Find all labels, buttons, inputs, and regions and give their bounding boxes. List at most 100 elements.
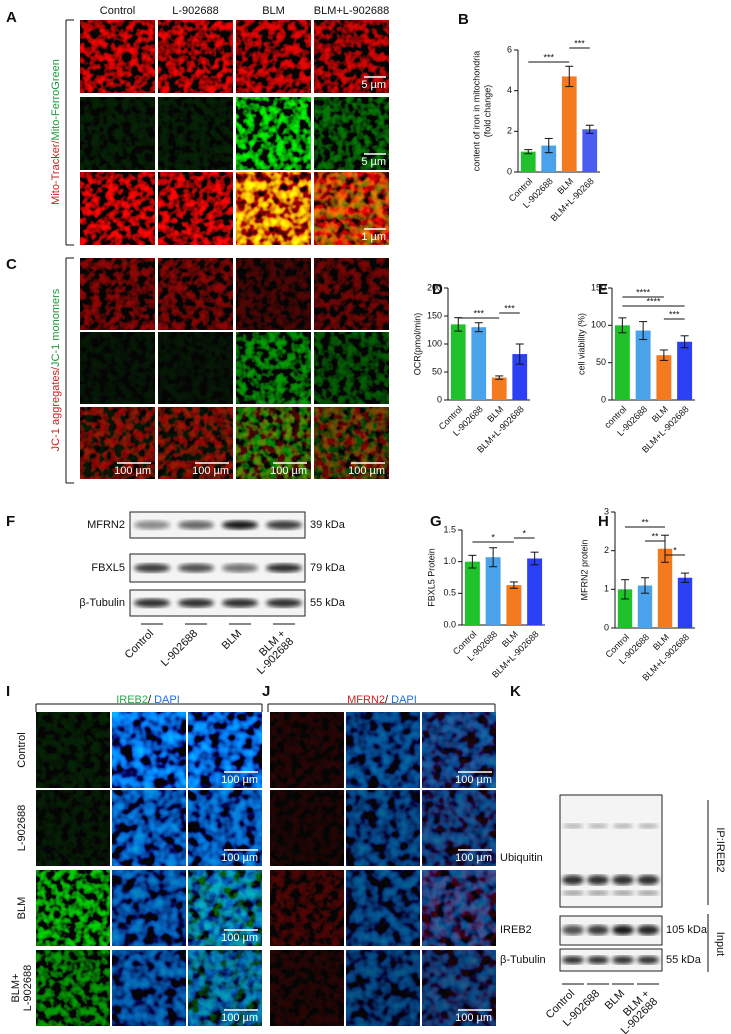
micrograph	[158, 332, 233, 404]
y-tick-label: 50	[596, 357, 606, 367]
blot-frame	[559, 794, 663, 908]
significance-label: ****	[636, 287, 651, 297]
scale-label: 5 µm	[361, 79, 386, 91]
blot-band	[266, 598, 302, 608]
significance-label: **	[651, 531, 659, 541]
micrograph	[346, 790, 420, 866]
error-bar	[468, 554, 477, 569]
error-bar	[585, 124, 594, 134]
scale-label: 100 µm	[455, 774, 492, 786]
panel-title-part: DAPI	[391, 694, 417, 706]
micrograph-signal	[158, 258, 233, 330]
error-bar	[641, 577, 649, 594]
bar	[637, 585, 653, 628]
micrograph-signal	[314, 258, 389, 330]
micrograph	[80, 332, 155, 404]
micrograph	[236, 172, 311, 245]
micrograph-signal	[314, 332, 389, 404]
row-label: Control	[16, 732, 28, 767]
lane-label: Control	[123, 628, 157, 662]
blot-band	[612, 875, 634, 885]
error-bar	[639, 321, 648, 341]
significance-label: ***	[473, 308, 484, 318]
size-label: 105 kDa	[666, 924, 708, 936]
row-label: BLM	[16, 897, 28, 920]
micrograph-signal	[158, 407, 233, 479]
panel-letter: A	[6, 9, 17, 26]
error-bar	[515, 343, 524, 365]
micrograph	[270, 790, 344, 866]
significance-label: ***	[669, 309, 680, 319]
blot-band	[562, 875, 584, 885]
band-label: IREB2	[500, 924, 532, 936]
error-bar	[565, 65, 574, 88]
blot-band	[134, 598, 170, 608]
error-bar	[681, 572, 689, 583]
y-tick-label: 2	[604, 545, 609, 555]
bar	[450, 324, 466, 400]
band-label: FBXL5	[91, 562, 125, 574]
scale-label: 100 µm	[455, 1012, 492, 1024]
blot-band	[637, 956, 659, 964]
micrograph	[236, 97, 311, 170]
micrograph	[422, 790, 496, 866]
micrograph-signal	[314, 20, 389, 93]
y-tick-label: 100	[591, 320, 606, 330]
lane-label: L-902688	[159, 628, 200, 669]
micrograph-signal	[270, 870, 344, 946]
bar	[677, 341, 693, 400]
band-label: β-Tubulin	[79, 597, 125, 609]
micrograph	[314, 258, 389, 330]
bar	[657, 548, 673, 628]
bar	[527, 558, 543, 625]
y-axis-label: (fold change)	[482, 85, 492, 138]
size-label: 39 kDa	[310, 519, 346, 531]
scale-label: 100 µm	[221, 852, 258, 864]
scale-label: 100 µm	[221, 774, 258, 786]
panel-title: IREB2/ DAPI	[116, 694, 180, 706]
side-label-part: Mito-Tracker	[50, 143, 62, 205]
blot-band	[638, 823, 658, 829]
bar	[582, 129, 598, 172]
blot-band	[587, 875, 609, 885]
y-tick-label: 1.5	[443, 524, 456, 534]
blot-band	[266, 563, 302, 573]
micrograph-signal	[80, 258, 155, 330]
side-label-part: /	[50, 140, 62, 144]
y-tick-label: 0	[601, 394, 606, 404]
panel-title-part: MFRN2	[347, 694, 385, 706]
y-tick-label: 4	[507, 85, 512, 95]
row-label: L-902688	[16, 805, 28, 852]
side-label: JC-1 aggregates/JC-1 monomers	[50, 288, 62, 451]
blot-band	[637, 890, 659, 896]
y-tick-label: 0	[604, 622, 609, 632]
band-label: β-Tubulin	[500, 954, 546, 966]
side-label: Mito-Tracker/Mito-FerroGreen	[50, 59, 62, 205]
micrograph	[236, 407, 311, 479]
blot-frame	[559, 948, 663, 972]
error-bar	[474, 322, 483, 333]
micrograph	[314, 332, 389, 404]
micrograph	[80, 407, 155, 479]
panel-title-part: IREB2	[116, 694, 148, 706]
column-header: L-902688	[172, 5, 219, 17]
micrograph-signal	[346, 790, 420, 866]
panel-letter: E	[598, 281, 608, 298]
row-label: BLM+	[10, 973, 22, 1002]
y-tick-label: 3	[604, 506, 609, 516]
micrograph	[270, 870, 344, 946]
scale-label: 100 µm	[455, 852, 492, 864]
micrograph-signal	[346, 950, 420, 1026]
micrograph	[236, 332, 311, 404]
scale-label: 100 µm	[221, 932, 258, 944]
micrograph-signal	[236, 20, 311, 93]
error-bar	[495, 375, 504, 380]
bar	[506, 585, 522, 625]
blot-band	[612, 925, 634, 935]
y-tick-label: 100	[427, 338, 442, 348]
micrograph-signal	[270, 950, 344, 1026]
blot-band	[562, 890, 584, 896]
micrograph	[80, 258, 155, 330]
error-bar	[680, 335, 689, 349]
